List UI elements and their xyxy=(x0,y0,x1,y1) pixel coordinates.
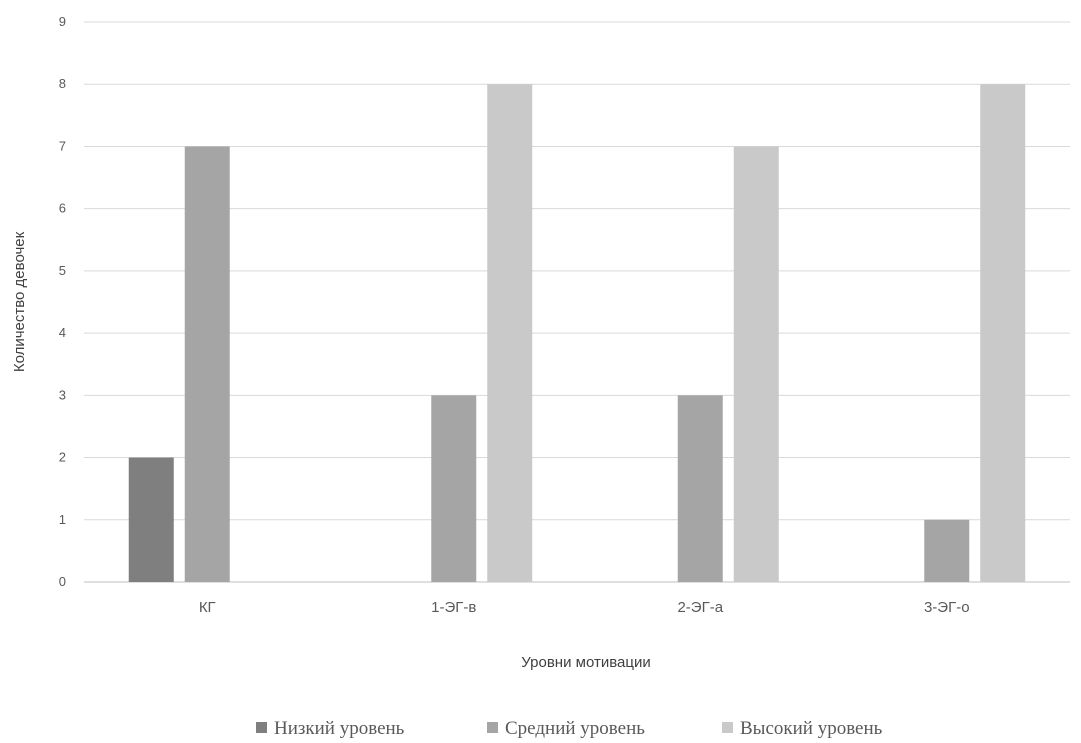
bars xyxy=(128,84,1026,582)
x-category-label: 3-ЭГ-о xyxy=(924,599,970,616)
x-axis-title: Уровни мотивации xyxy=(521,654,650,671)
legend-swatch xyxy=(722,722,733,733)
legend-label: Высокий уровень xyxy=(740,718,883,739)
bar-3-2 xyxy=(980,84,1026,582)
y-tick-label: 7 xyxy=(59,138,66,153)
bar-1-2 xyxy=(487,84,533,582)
bar-0-0 xyxy=(128,457,174,582)
legend: Низкий уровень Средний уровень Высокий уро… xyxy=(256,718,883,739)
x-category-label: 1-ЭГ-в xyxy=(431,599,476,616)
x-category-label: 2-ЭГ-а xyxy=(677,599,723,616)
gridlines xyxy=(84,21,1070,583)
bar-0-1 xyxy=(184,146,230,582)
legend-swatch xyxy=(256,722,267,733)
y-axis-title: Количество девочек xyxy=(11,231,28,372)
legend-label: Средний уровень xyxy=(505,718,645,739)
bar-2-1 xyxy=(677,395,723,582)
x-axis-categories: КГ 1-ЭГ-в 2-ЭГ-а 3-ЭГ-о xyxy=(199,599,970,616)
y-axis-ticks: 0 1 2 3 4 5 6 7 8 9 xyxy=(59,14,66,589)
y-tick-label: 9 xyxy=(59,14,66,29)
y-tick-label: 4 xyxy=(59,325,66,340)
y-tick-label: 1 xyxy=(59,512,66,527)
y-tick-label: 6 xyxy=(59,201,66,216)
legend-swatch xyxy=(487,722,498,733)
y-tick-label: 2 xyxy=(59,450,66,465)
legend-label: Низкий уровень xyxy=(274,718,405,739)
y-tick-label: 3 xyxy=(59,387,66,402)
bar-1-1 xyxy=(431,395,477,582)
bar-3-1 xyxy=(924,519,970,582)
y-tick-label: 8 xyxy=(59,76,66,91)
bar-2-2 xyxy=(733,146,779,582)
y-tick-label: 5 xyxy=(59,263,66,278)
y-tick-label: 0 xyxy=(59,574,66,589)
x-category-label: КГ xyxy=(199,599,216,616)
